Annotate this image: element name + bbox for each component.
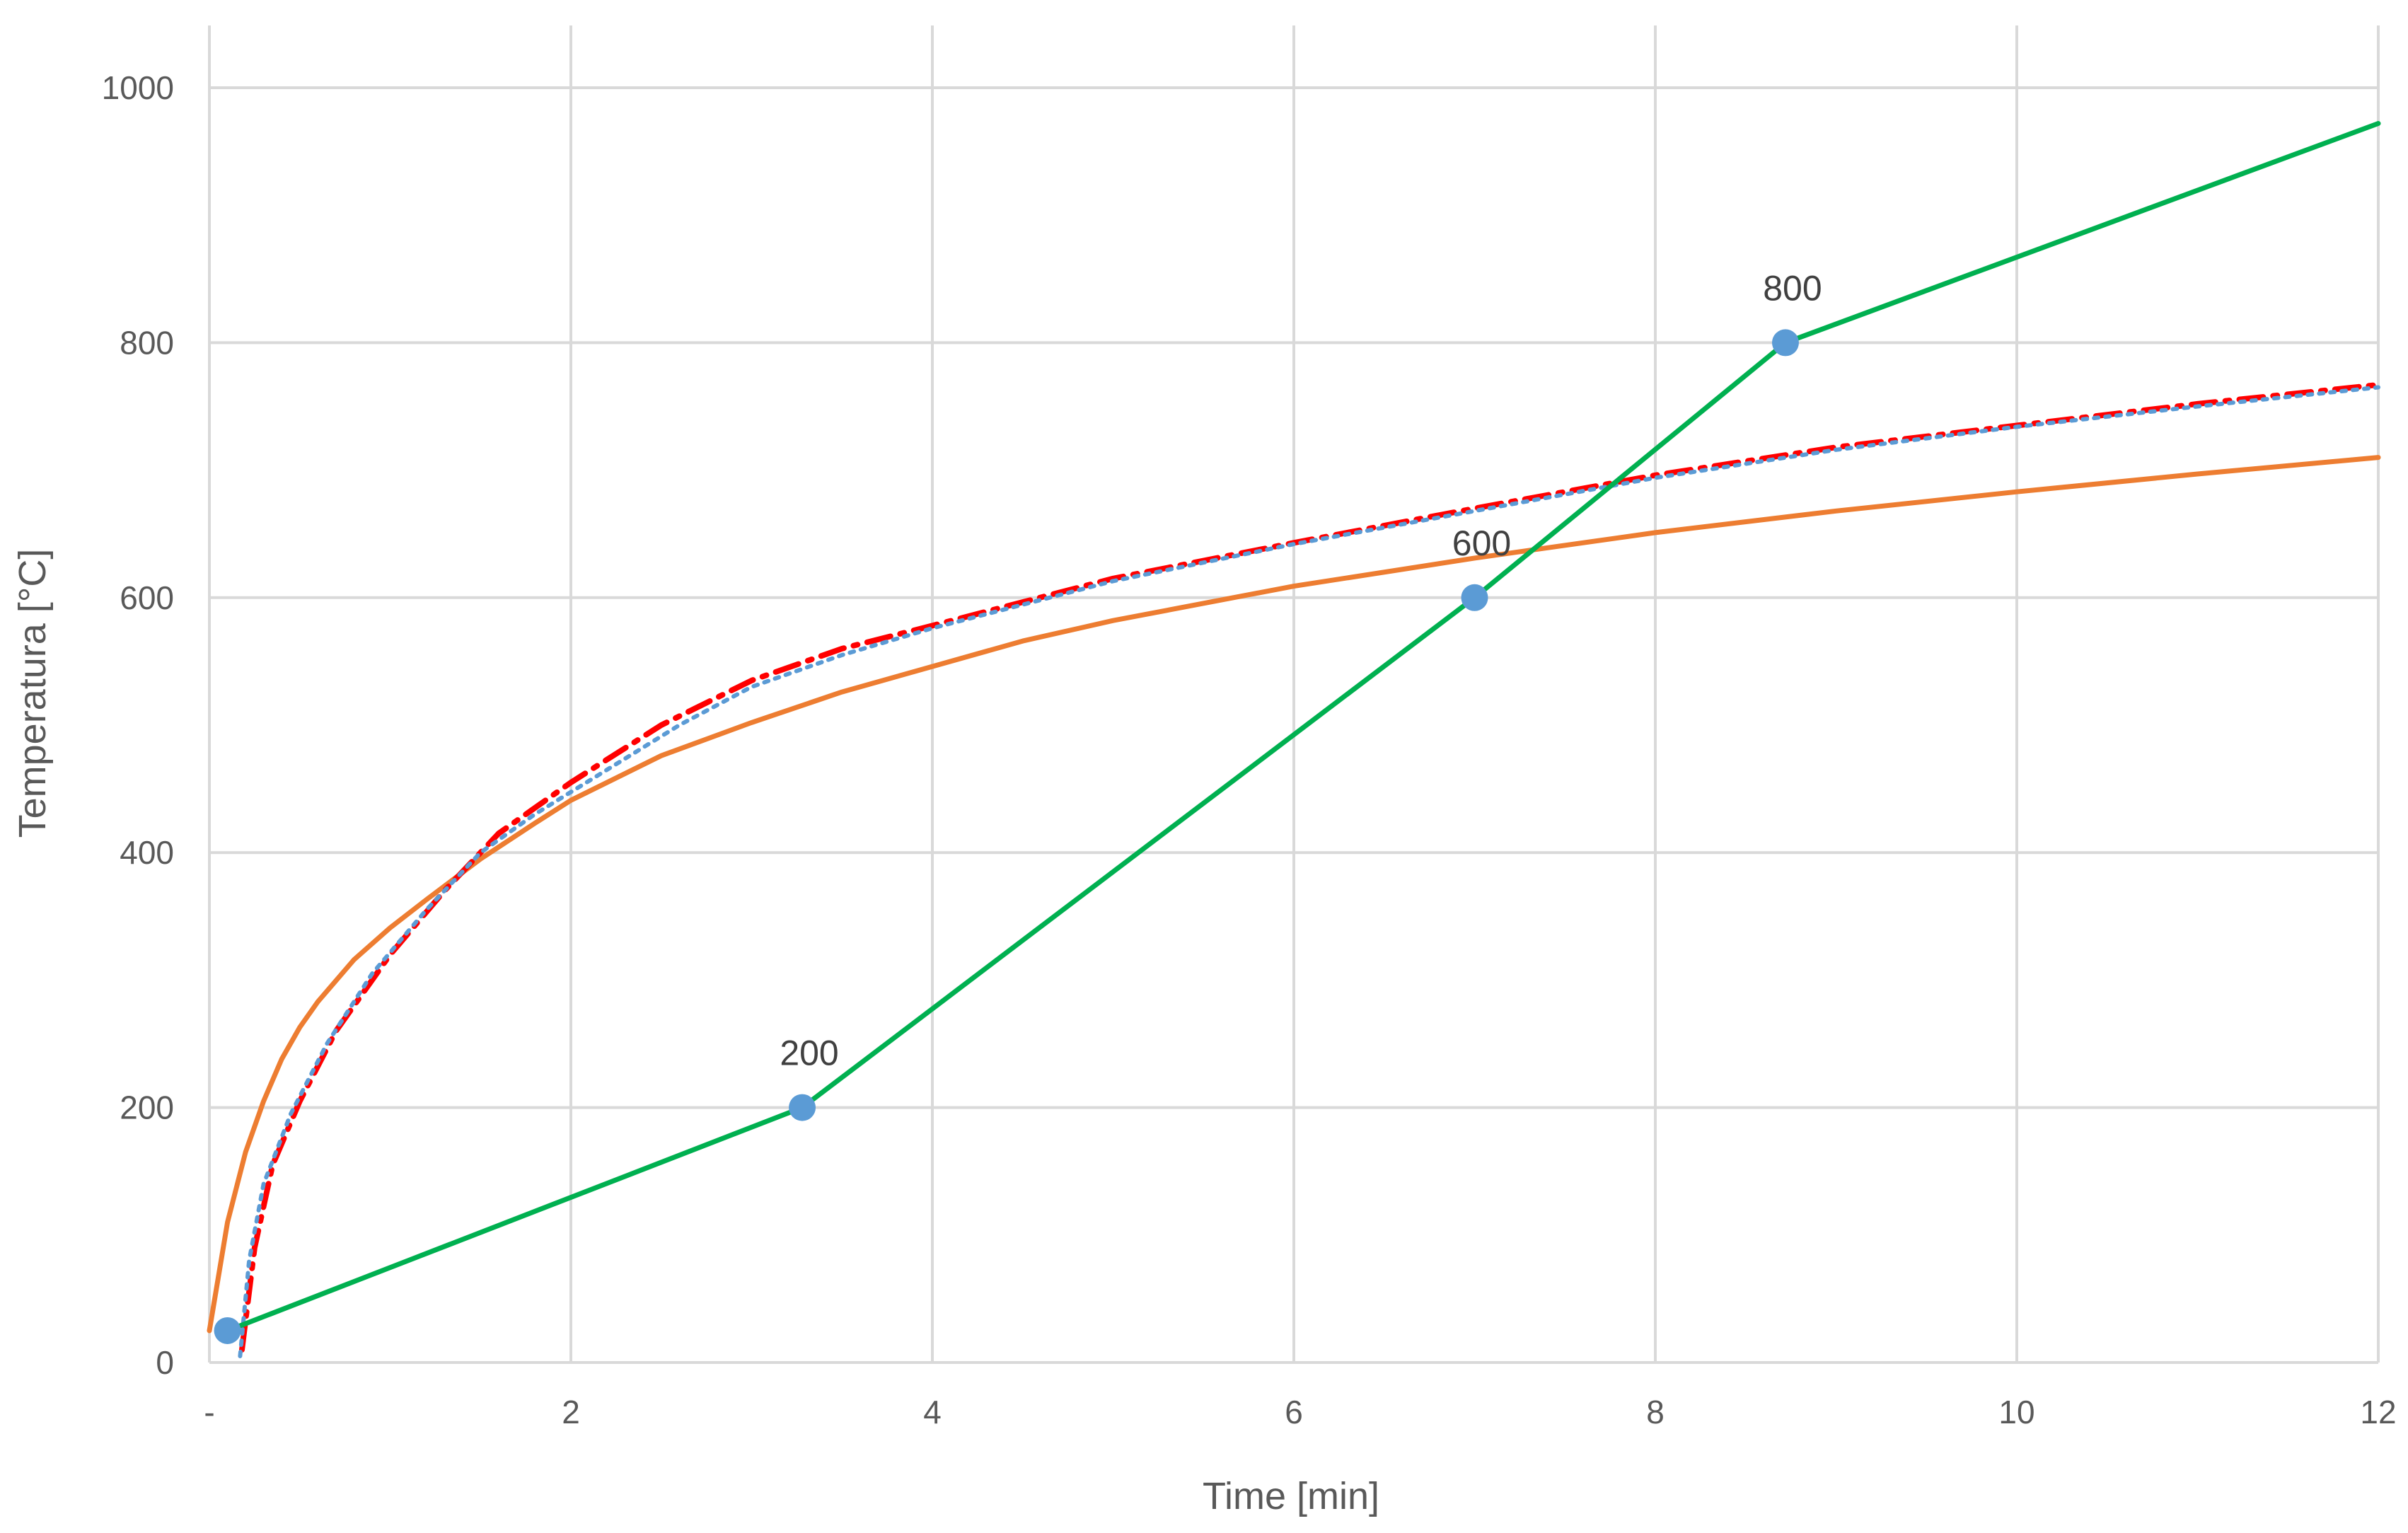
data-marker (789, 1094, 816, 1121)
y-tick-label: 600 (120, 579, 174, 616)
x-tick-label: 4 (923, 1394, 942, 1430)
gridlines (208, 25, 2380, 1364)
data-marker (1461, 584, 1488, 611)
series-line-2 (239, 381, 2381, 1353)
data-label: 200 (780, 1034, 838, 1073)
data-marker (214, 1317, 241, 1344)
y-tick-label: 0 (156, 1344, 174, 1381)
x-tick-label: - (204, 1394, 214, 1430)
x-tick-label: 2 (562, 1394, 580, 1430)
x-axis-title: Time [min] (1203, 1475, 1379, 1517)
x-tick-label: 8 (1646, 1394, 1665, 1430)
x-tick-label: 12 (2360, 1394, 2396, 1430)
y-axis-tick-labels: 0 200 400 600 800 1000 (102, 69, 174, 1381)
y-tick-label: 200 (120, 1089, 174, 1126)
series-line-3 (238, 385, 2380, 1358)
y-tick-label: 400 (120, 834, 174, 871)
data-marker (1771, 329, 1799, 357)
y-axis-title: Temperatura [°C] (11, 549, 54, 838)
data-label: 600 (1452, 523, 1511, 563)
x-tick-label: 10 (1998, 1394, 2034, 1430)
series-line-1 (207, 455, 2381, 1334)
data-labels: 200 600 800 (780, 268, 1822, 1072)
data-markers (214, 329, 1799, 1344)
series-line-4 (225, 121, 2381, 1334)
x-axis-tick-labels: - 2 4 6 8 10 12 (204, 1394, 2396, 1430)
y-tick-label: 1000 (102, 69, 174, 106)
x-tick-label: 6 (1285, 1394, 1303, 1430)
data-label: 800 (1763, 268, 1822, 308)
y-tick-label: 800 (120, 324, 174, 361)
